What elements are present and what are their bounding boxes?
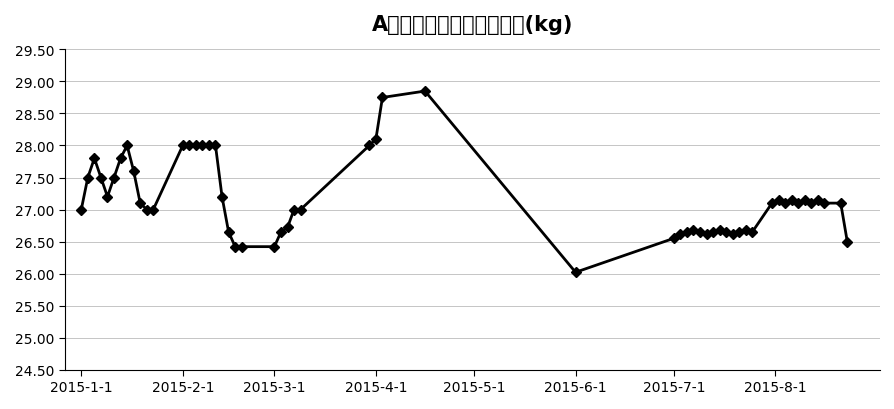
Title: A型号生产线线引发剂用量(kg): A型号生产线线引发剂用量(kg) xyxy=(371,15,572,35)
